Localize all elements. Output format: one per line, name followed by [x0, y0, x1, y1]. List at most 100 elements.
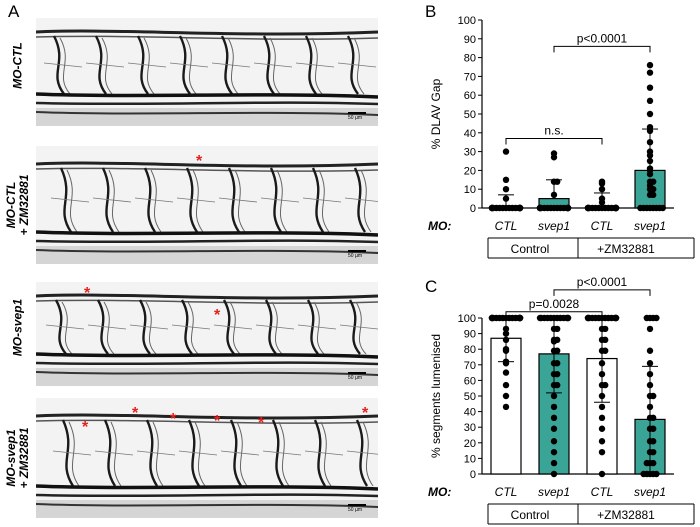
data-point: [502, 360, 510, 367]
gap-asterisk: *: [258, 415, 265, 432]
data-point: [653, 470, 660, 478]
category-label: CTL: [591, 485, 614, 499]
data-point: [650, 392, 657, 400]
data-point: [554, 360, 561, 367]
y-tick-label: 40: [464, 128, 476, 140]
data-point: [502, 148, 510, 155]
data-point: [602, 347, 609, 354]
data-point: [659, 204, 666, 212]
data-point: [653, 314, 660, 322]
data-point: [550, 448, 558, 456]
gap-asterisk: *: [362, 405, 369, 422]
data-point: [598, 195, 606, 202]
data-point: [550, 438, 558, 445]
data-point: [564, 314, 572, 322]
y-tick-label: 20: [464, 165, 476, 177]
significance-label: p<0.0001: [577, 275, 628, 289]
data-point: [488, 204, 496, 212]
segments-lumenised-chart: % segments lumenised 0 10 20 30 40 50 60 70 80 90 1…: [428, 275, 695, 525]
data-point: [598, 448, 606, 456]
y-tick-label: 30: [464, 147, 476, 159]
data-point: [598, 470, 606, 478]
condition-label: MO-svep1 + ZM32881: [4, 427, 31, 489]
category-label: svep1: [538, 485, 570, 499]
data-point: [554, 325, 561, 333]
data-point: [612, 204, 620, 212]
significance-bracket: [505, 137, 603, 145]
data-point: [554, 178, 561, 185]
gap-asterisk: *: [214, 307, 221, 324]
category-label: CTL: [591, 219, 614, 233]
micrograph: 50 µm: [36, 18, 378, 126]
y-axis-label: % DLAV Gap: [429, 78, 443, 149]
gap-asterisk: *: [82, 419, 89, 436]
y-tick-label: 100: [458, 313, 476, 325]
data-point: [640, 470, 647, 478]
data-point: [536, 314, 544, 322]
y-tick-label: 70: [464, 360, 476, 372]
condition-label: MO-CTL + ZM32881: [4, 174, 31, 236]
data-point: [646, 139, 654, 146]
gap-asterisk: *: [196, 153, 203, 170]
data-point: [598, 414, 606, 422]
data-point: [650, 459, 657, 467]
micrograph: *******50 µm: [36, 398, 378, 518]
data-point: [554, 347, 561, 354]
data-point: [550, 425, 558, 432]
category-label: CTL: [495, 485, 518, 499]
data-point: [650, 448, 657, 456]
data-point: [646, 165, 654, 172]
data-point: [646, 347, 654, 354]
group-label: +ZM32881: [597, 242, 655, 256]
significance-bracket: [553, 289, 651, 296]
y-tick-label: 80: [464, 344, 476, 356]
panel-a-letter: A: [8, 2, 20, 21]
y-tick-label: 30: [464, 422, 476, 434]
data-point: [646, 370, 654, 378]
data-point: [598, 370, 606, 378]
significance-bracket: [505, 311, 603, 318]
data-point: [650, 178, 657, 185]
data-point: [646, 97, 654, 105]
significance-label: p=0.0028: [529, 297, 580, 311]
data-point: [643, 459, 650, 467]
data-point: [502, 330, 510, 337]
condition-label: MO-CTL: [10, 42, 25, 89]
data-point: [646, 325, 654, 333]
data-point: [502, 369, 510, 376]
panel-b-letter: B: [425, 2, 437, 21]
vessel-drawing: *: [36, 153, 378, 264]
data-point: [650, 414, 657, 422]
scale-bar: 50 µm: [348, 504, 366, 513]
y-tick-label: 60: [464, 375, 476, 387]
gap-asterisk: *: [214, 413, 221, 430]
data-point: [554, 381, 561, 389]
data-point: [650, 425, 657, 432]
data-point: [650, 191, 657, 199]
group-label: +ZM32881: [597, 508, 655, 522]
data-point: [646, 61, 654, 69]
scale-bar: 50 µm: [348, 250, 366, 259]
data-point: [650, 438, 657, 445]
y-tick-label: 50: [464, 109, 476, 121]
data-point: [584, 314, 592, 322]
significance-label: n.s.: [544, 123, 563, 137]
y-tick-label: 90: [464, 34, 476, 46]
data-point: [612, 314, 620, 322]
category-label: svep1: [634, 485, 666, 499]
group-label: Control: [511, 508, 550, 522]
category-label: svep1: [634, 219, 666, 233]
vessel-drawing: [36, 29, 378, 126]
data-point: [598, 403, 606, 411]
y-tick-label: 10: [464, 184, 476, 196]
data-point: [584, 204, 592, 212]
category-label: CTL: [495, 219, 518, 233]
y-tick-label: 50: [464, 391, 476, 403]
data-point: [502, 195, 510, 202]
y-tick-label: 10: [464, 453, 476, 465]
gap-asterisk: *: [132, 405, 139, 422]
data-point: [646, 403, 654, 411]
data-point: [564, 204, 572, 212]
category-label: svep1: [538, 219, 570, 233]
data-point: [536, 204, 544, 212]
